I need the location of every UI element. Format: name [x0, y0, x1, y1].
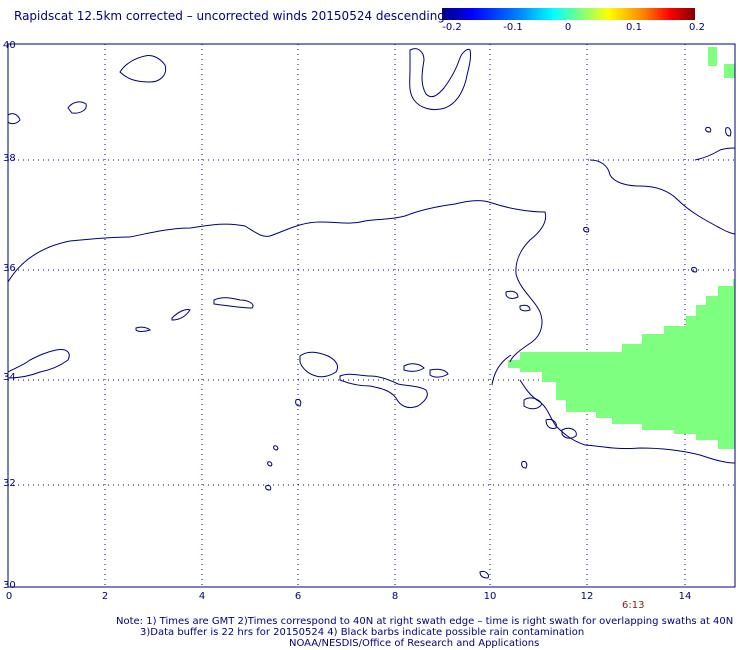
- coastlines: [7, 48, 736, 579]
- x-tick-label: 2: [101, 591, 109, 602]
- x-tick-label: 10: [483, 591, 497, 602]
- colorbar-tick: 0.2: [689, 22, 705, 33]
- note-line-2: 3)Data buffer is 22 hrs for 20150524 4) …: [140, 627, 585, 638]
- y-tick-label: 38: [3, 153, 16, 164]
- credit-line: NOAA/NESDIS/Office of Research and Appli…: [289, 638, 540, 649]
- y-tick-label: 40: [3, 40, 16, 51]
- grid-lines: [8, 44, 735, 587]
- wind-swath-data: [508, 47, 735, 449]
- colorbar-tick: -0.1: [503, 22, 523, 33]
- x-tick-label: 12: [580, 591, 594, 602]
- y-tick-label: 36: [3, 263, 16, 274]
- y-tick-label: 32: [3, 478, 16, 489]
- colorbar: [442, 8, 695, 20]
- map-title: Rapidscat 12.5km corrected – uncorrected…: [14, 9, 445, 23]
- x-tick-label: 0: [5, 591, 13, 602]
- colorbar-tick: 0: [564, 22, 572, 33]
- note-line-1: Note: 1) Times are GMT 2)Times correspon…: [116, 616, 734, 627]
- colorbar-tick: -0.2: [442, 22, 462, 33]
- colorbar-tick: 0.1: [626, 22, 642, 33]
- x-tick-label: 8: [391, 591, 399, 602]
- x-tick-label: 6: [294, 591, 302, 602]
- y-tick-label: 30: [3, 580, 16, 591]
- swath-time-label: 6:13: [622, 600, 645, 611]
- x-tick-label: 14: [678, 591, 692, 602]
- y-tick-label: 34: [3, 372, 16, 383]
- plot-frame: [7, 43, 736, 588]
- x-tick-label: 4: [198, 591, 206, 602]
